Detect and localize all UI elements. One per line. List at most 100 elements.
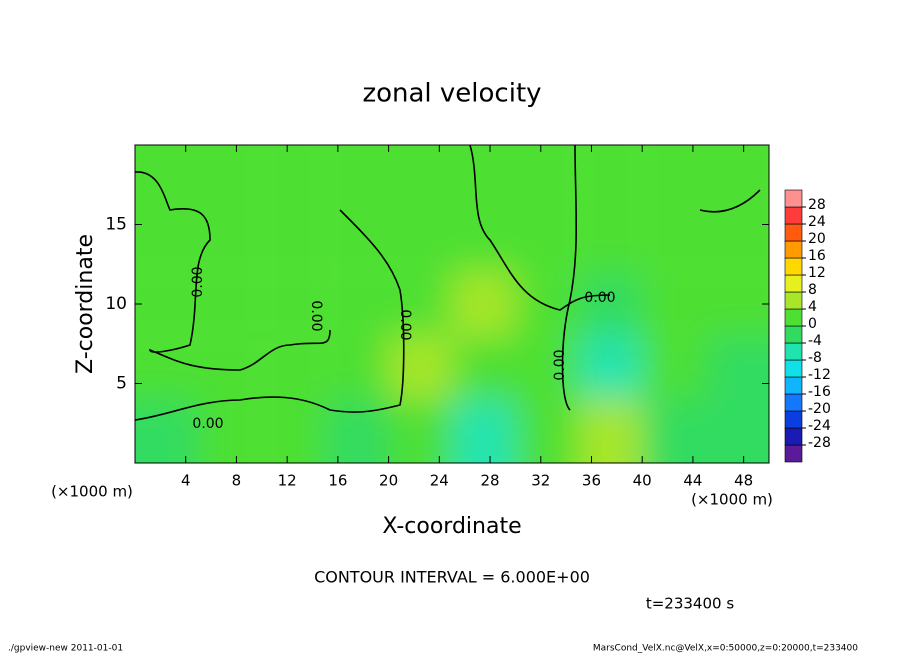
field-cell [452, 335, 516, 400]
field-cell [515, 399, 579, 463]
field-cell [452, 272, 516, 336]
field [135, 145, 769, 463]
x-tick-label: 16 [328, 472, 347, 490]
field-cell [515, 335, 579, 400]
field-cell [261, 208, 326, 273]
field-cell [325, 272, 389, 336]
field-cell [135, 145, 199, 209]
x-axis-label: X-coordinate [382, 514, 521, 539]
field-cell [135, 272, 199, 336]
colorbar-label: -28 [808, 435, 831, 451]
footer-right: MarsCond_VelX.nc@VelX,x=0:50000,z=0:2000… [593, 644, 858, 654]
colorbar-label: -12 [808, 367, 831, 383]
x-unit: (×1000 m) [51, 483, 133, 501]
x-tick-label: 8 [232, 472, 242, 490]
contour-label: 0.00 [190, 266, 206, 297]
field-cell [642, 399, 706, 463]
colorbar-box [784, 393, 803, 412]
x-unit: (×1000 m) [691, 491, 773, 509]
contour-interval: CONTOUR INTERVAL = 6.000E+00 [314, 568, 590, 587]
field-cell [198, 208, 262, 273]
field-cell [325, 208, 389, 273]
x-tick-label: 44 [683, 472, 702, 490]
field-cell [578, 335, 643, 400]
colorbar-box [784, 291, 803, 310]
x-tick-label: 20 [379, 472, 398, 490]
x-tick-label: 28 [480, 472, 499, 490]
chart-title: zonal velocity [362, 79, 541, 109]
x-tick-label: 24 [430, 472, 449, 490]
field-cell [578, 145, 643, 209]
colorbar-box [784, 189, 803, 208]
colorbar-label: -8 [808, 350, 822, 366]
contour-label: 0.00 [308, 300, 324, 331]
colorbar-box [784, 376, 803, 395]
colorbar-label: -20 [808, 401, 831, 417]
field-cell [578, 272, 643, 336]
colorbar-box [784, 274, 803, 293]
field-cell [261, 335, 326, 400]
field-cell [135, 335, 199, 400]
field-cell [642, 145, 706, 209]
colorbar-label: 28 [808, 197, 826, 213]
field-cell [705, 208, 769, 273]
field-cell [261, 399, 326, 463]
field-cell [705, 272, 769, 336]
colorbar-box [784, 410, 803, 429]
field-cell [388, 272, 452, 336]
field-cell [642, 272, 706, 336]
y-tick-label: 5 [116, 374, 127, 394]
field-cell [135, 208, 199, 273]
field-cell [198, 399, 262, 463]
colorbar-box [784, 257, 803, 276]
field-cell [642, 335, 706, 400]
colorbar-label: 12 [808, 265, 826, 281]
field-cell [261, 272, 326, 336]
field-cell [388, 145, 452, 209]
field-cell [705, 399, 769, 463]
field-cell [452, 208, 516, 273]
contour-label: 0.00 [397, 309, 413, 340]
y-tick-label: 15 [105, 215, 127, 235]
x-tick-label: 48 [734, 472, 753, 490]
colorbar-box [784, 342, 803, 361]
colorbar-label: 16 [808, 248, 826, 264]
field-cell [578, 208, 643, 273]
x-tick-label: 32 [531, 472, 550, 490]
field-cell [515, 208, 579, 273]
x-tick-label: 36 [582, 472, 601, 490]
y-tick-label: 10 [105, 294, 127, 314]
colorbar-box [784, 427, 803, 446]
colorbar-box [784, 223, 803, 242]
footer-left: ./gpview-new 2011-01-01 [8, 644, 123, 654]
contour-label: 0.00 [192, 416, 223, 432]
x-tick-label: 40 [633, 472, 652, 490]
colorbar-label: 20 [808, 231, 826, 247]
field-cell [135, 399, 199, 463]
field-cell [388, 208, 452, 273]
field-cell [388, 335, 452, 400]
field-cell [325, 145, 389, 209]
field-cell [452, 145, 516, 209]
contour-line [134, 144, 761, 421]
colorbar-box [784, 308, 803, 327]
field-cell [198, 145, 262, 209]
field-cell [198, 272, 262, 336]
colorbar-label: -4 [808, 333, 822, 349]
field-cells [135, 145, 769, 463]
contour-label: 0.00 [552, 349, 568, 380]
x-tick-label: 4 [181, 472, 191, 490]
colorbar-box [784, 206, 803, 225]
colorbar-box [784, 240, 803, 259]
field-cell [705, 145, 769, 209]
field-cell [452, 399, 516, 463]
time-label: t=233400 s [646, 595, 734, 613]
x-tick-label: 12 [278, 472, 297, 490]
field-cell [325, 335, 389, 400]
contour-labels: 0.00 0.00 0.00 0.00 0.00 0.00 [190, 266, 616, 432]
field-cell [578, 399, 643, 463]
colorbar-label: -16 [808, 384, 831, 400]
colorbar-label: 24 [808, 214, 826, 230]
